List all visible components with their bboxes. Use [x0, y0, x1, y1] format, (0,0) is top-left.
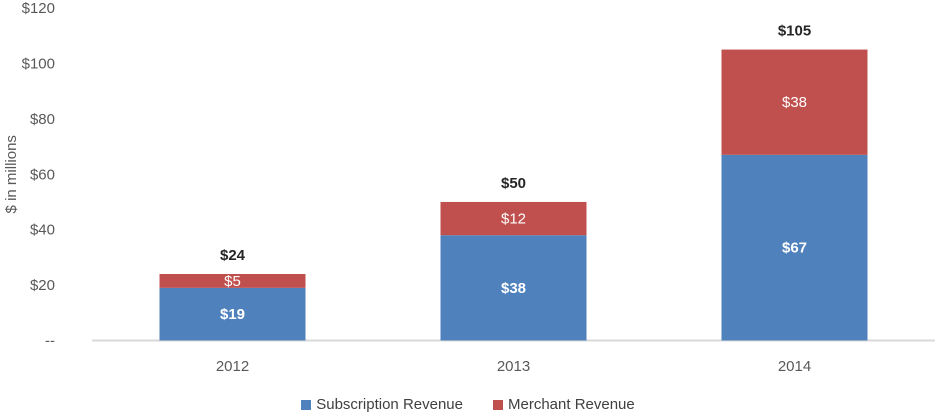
- y-tick-label: $120: [22, 0, 55, 17]
- bar-segment-merchant: [721, 49, 868, 155]
- data-label: $38: [501, 280, 526, 297]
- data-label: $19: [220, 306, 245, 323]
- bar-segment-merchant: [159, 274, 306, 288]
- bar-segment-subscription: [159, 287, 306, 341]
- y-tick-label: $60: [30, 166, 55, 183]
- total-label: $24: [220, 247, 246, 264]
- data-label: $38: [782, 94, 807, 111]
- legend: Subscription Revenue Merchant Revenue: [0, 396, 936, 413]
- data-label: $67: [782, 240, 807, 257]
- y-tick-label: $100: [22, 55, 55, 72]
- bar-segment-merchant: [440, 201, 587, 236]
- y-tick-label: $20: [30, 277, 55, 294]
- legend-swatch-merchant: [493, 399, 503, 410]
- x-tick-label: 2013: [497, 358, 530, 375]
- legend-label-subscription: Subscription Revenue: [316, 396, 463, 413]
- y-axis-label: $ in millions: [3, 135, 20, 213]
- stacked-bar-chart: -- $20 $40 $60 $80 $100 $120 $ in millions $19 $5…: [3, 0, 935, 375]
- x-tick-label: 2014: [778, 358, 811, 375]
- y-tick-label: $40: [30, 222, 55, 239]
- total-label: $50: [501, 175, 526, 192]
- legend-label-merchant: Merchant Revenue: [508, 396, 635, 413]
- bar-segment-subscription: [440, 235, 587, 341]
- total-label: $105: [778, 23, 811, 40]
- x-tick-label: 2012: [216, 358, 249, 375]
- y-tick-label: $80: [30, 111, 55, 128]
- legend-swatch-subscription: [301, 399, 312, 410]
- data-label: $12: [501, 211, 526, 228]
- data-label: $5: [224, 273, 241, 290]
- y-tick-label: --: [45, 333, 55, 350]
- legend-item-subscription: Subscription Revenue: [301, 396, 463, 413]
- bar-segment-subscription: [721, 154, 868, 341]
- legend-item-merchant: Merchant Revenue: [493, 396, 635, 413]
